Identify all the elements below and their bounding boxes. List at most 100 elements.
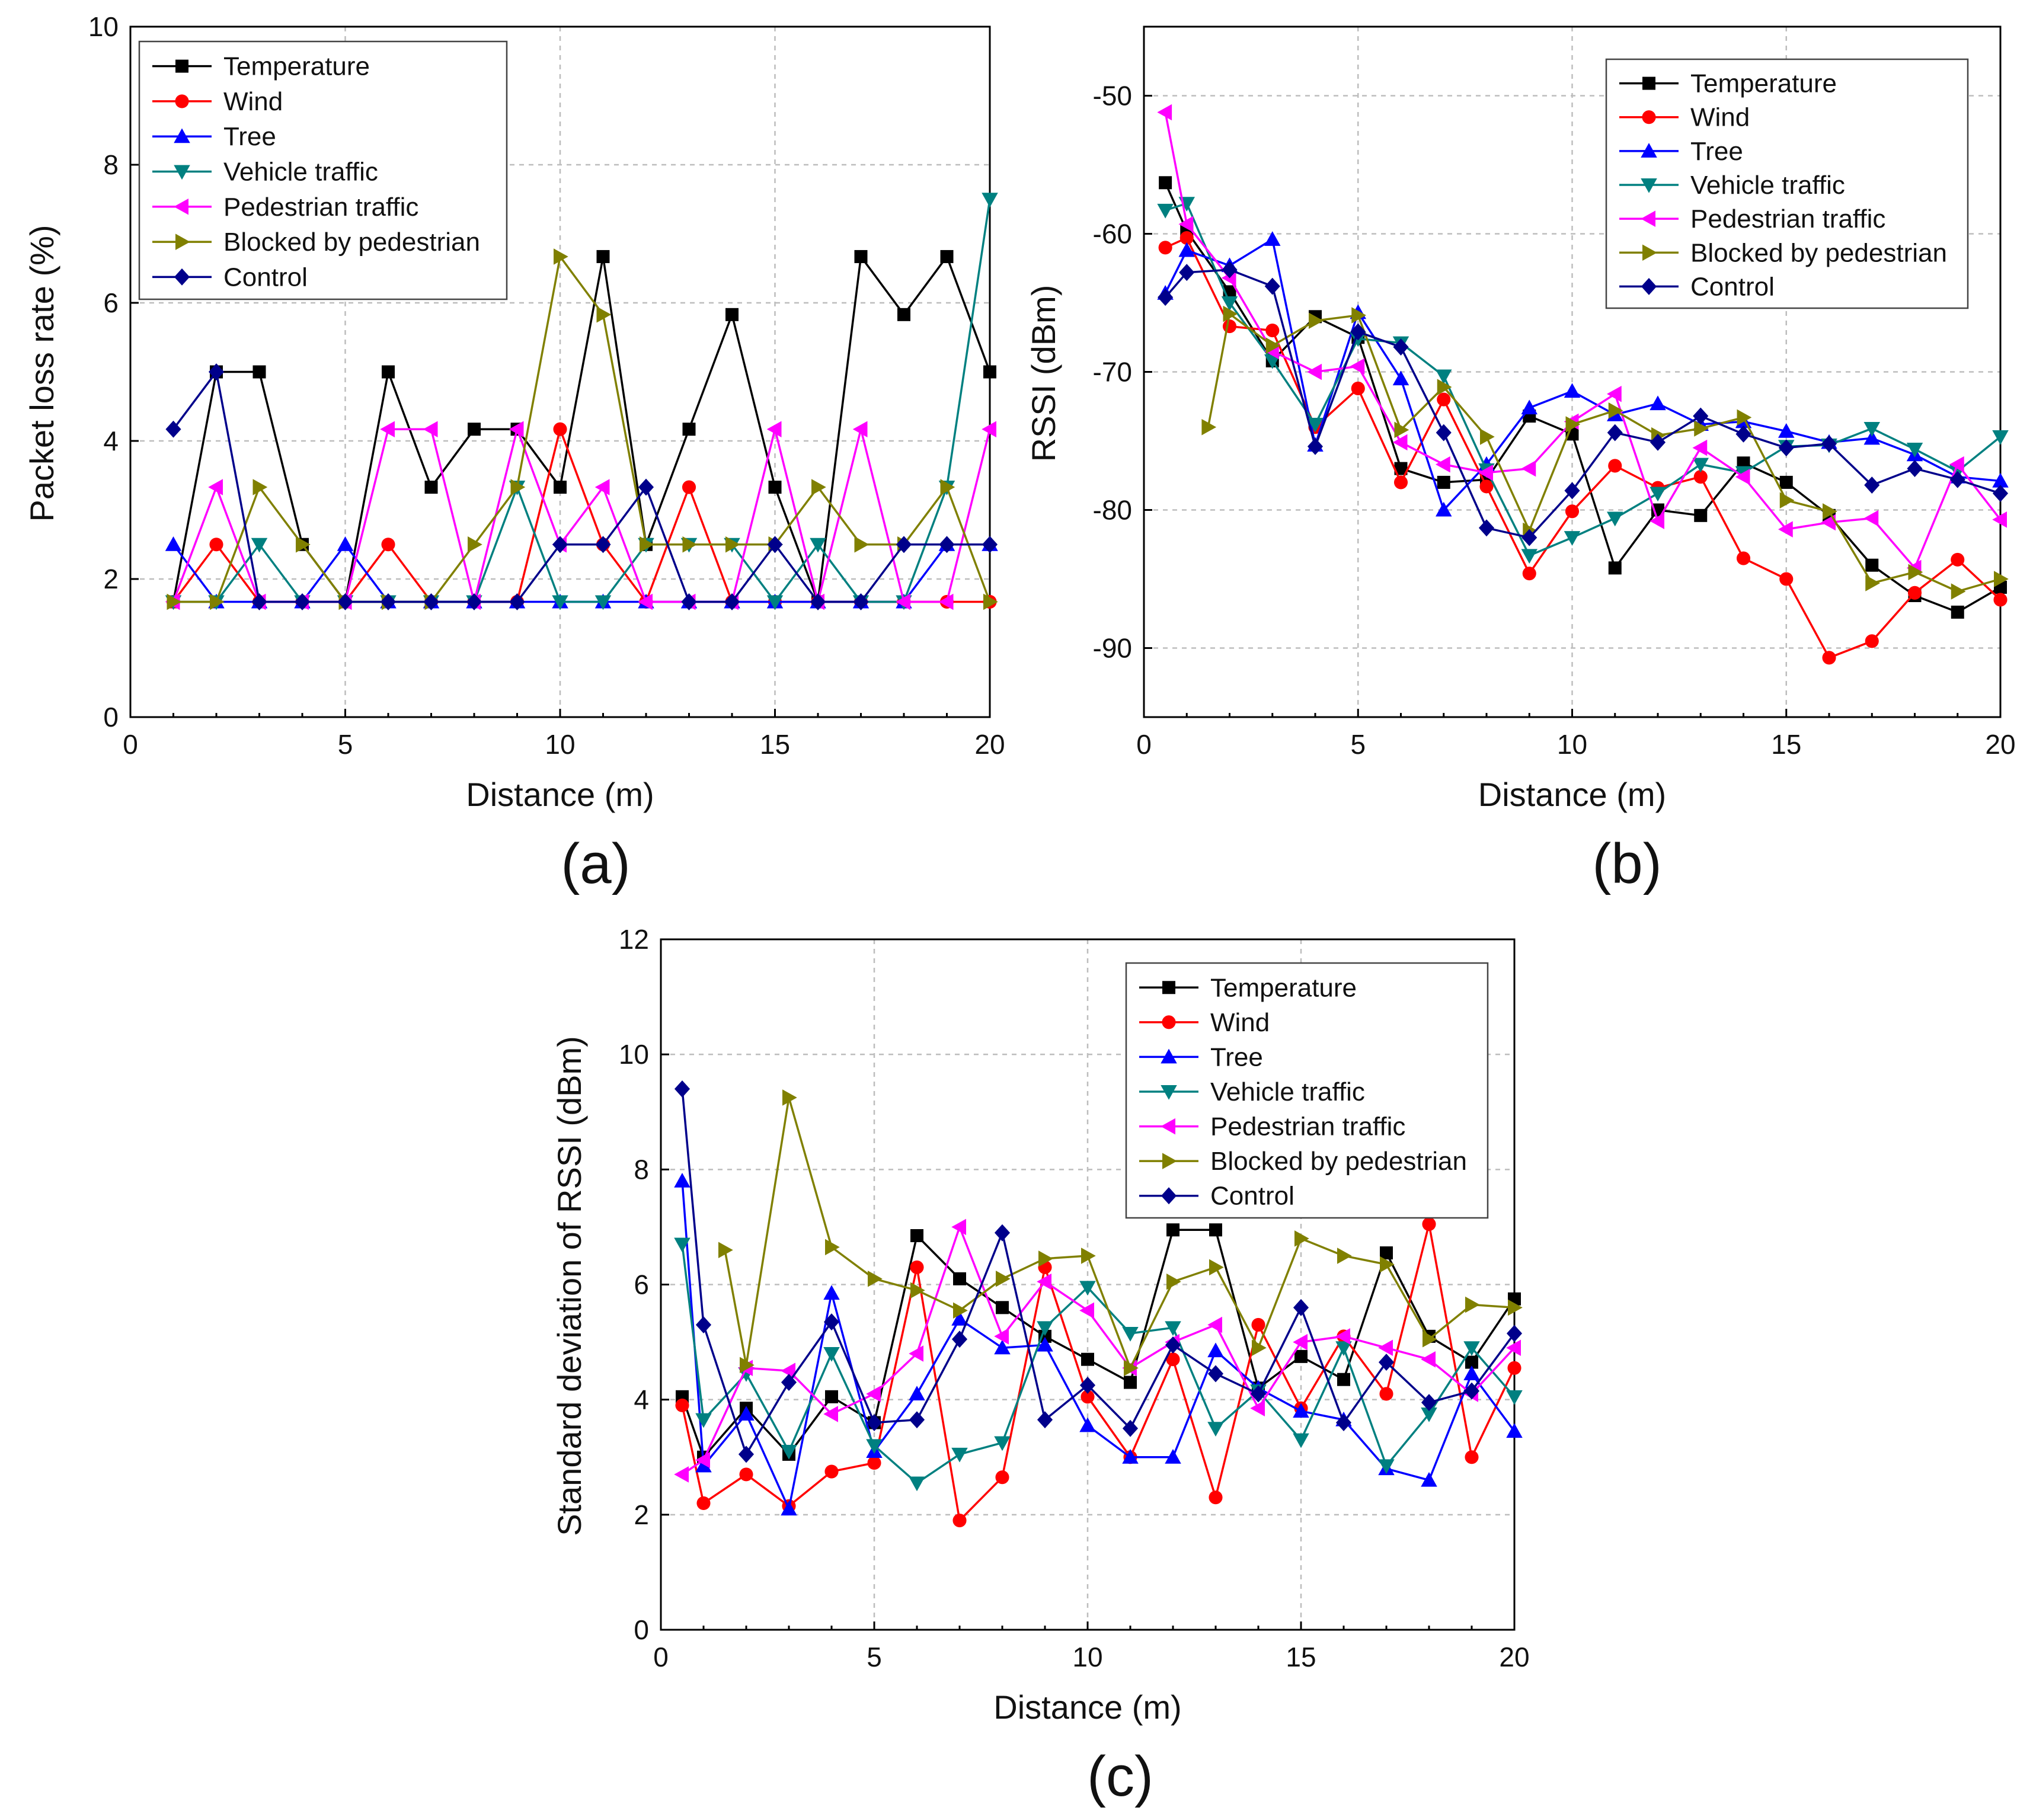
legend-label: Pedestrian traffic [223, 193, 418, 222]
data-point [1864, 476, 1880, 494]
data-point [1079, 1376, 1096, 1394]
y-axis-label: RSSI (dBm) [1025, 285, 1062, 462]
data-point [1436, 501, 1452, 517]
data-point [1293, 1333, 1308, 1351]
data-point [1335, 1341, 1352, 1357]
y-tick-label: 6 [634, 1269, 649, 1300]
data-point [910, 1282, 925, 1298]
data-point [208, 363, 225, 380]
data-point [1293, 1403, 1309, 1418]
data-point [1207, 1422, 1224, 1437]
data-point [1507, 1361, 1521, 1375]
data-point [1421, 1472, 1437, 1487]
legend-marker [174, 268, 190, 286]
data-point [1607, 386, 1622, 402]
series-control [674, 1080, 1523, 1463]
legend-marker [1162, 1015, 1176, 1029]
data-point [468, 536, 482, 553]
data-point [554, 481, 567, 494]
legend-label: Temperature [223, 52, 370, 81]
legend-label: Control [1690, 272, 1775, 301]
data-point [1565, 504, 1580, 519]
y-tick-label: 12 [619, 924, 649, 955]
legend-box [138, 40, 508, 300]
data-point [1079, 1281, 1096, 1296]
x-tick-label: 0 [123, 729, 138, 760]
data-point [825, 1239, 840, 1256]
data-point [810, 593, 826, 610]
data-point [1378, 1459, 1395, 1474]
data-point [674, 1080, 691, 1098]
data-point [509, 421, 524, 437]
data-point [1250, 1400, 1265, 1416]
data-point [1165, 1336, 1181, 1354]
data-point [867, 1456, 881, 1470]
legend-marker [1641, 143, 1657, 158]
y-tick-label: 0 [103, 702, 119, 733]
data-point [1378, 1339, 1393, 1357]
legend-marker [1161, 1187, 1177, 1205]
data-point [1157, 203, 1174, 219]
data-point [983, 593, 998, 610]
data-point [382, 365, 395, 379]
series-temperature [167, 250, 996, 609]
data-point [1380, 1256, 1395, 1273]
data-point [1158, 241, 1172, 255]
y-tick-label: -50 [1093, 81, 1132, 111]
data-point [1037, 1336, 1053, 1352]
x-tick-label: 15 [760, 729, 790, 760]
data-point [982, 421, 996, 437]
legend-marker [1162, 981, 1175, 994]
x-tick-label: 5 [338, 729, 353, 760]
data-point [823, 1347, 840, 1362]
data-point [1392, 370, 1409, 386]
data-point [951, 1218, 966, 1236]
data-point [996, 1271, 1011, 1287]
data-point [1124, 1376, 1137, 1389]
data-point [165, 536, 182, 551]
data-point [510, 479, 526, 495]
data-point [1521, 549, 1537, 564]
data-point [825, 1390, 838, 1403]
data-point [768, 481, 782, 494]
data-point [1421, 1407, 1437, 1422]
data-point [1394, 421, 1409, 439]
legend-marker [174, 128, 190, 143]
data-point [1907, 460, 1923, 478]
data-point [868, 1271, 883, 1287]
data-point [1951, 552, 1965, 567]
legend-label: Temperature [1210, 973, 1357, 1002]
data-point [1865, 575, 1880, 591]
data-point [1650, 395, 1666, 411]
data-point [1479, 479, 1494, 494]
data-point [1337, 1373, 1350, 1386]
data-point [294, 593, 311, 610]
data-point [852, 421, 868, 437]
data-point [695, 1413, 712, 1428]
data-point [1823, 503, 1837, 520]
data-point [1158, 289, 1174, 306]
data-point [1421, 1351, 1436, 1368]
x-tick-label: 10 [545, 729, 575, 760]
data-point [1506, 1339, 1521, 1357]
legend-label: Blocked by pedestrian [1210, 1147, 1467, 1176]
data-point [595, 536, 611, 554]
data-point [1650, 433, 1666, 451]
legend-label: Blocked by pedestrian [1690, 238, 1947, 267]
chart-panel-3: 0 5 10 15 20 0 2 4 6 8 10 12 Distance (m) Standard de… [551, 924, 1530, 1726]
data-point [1264, 277, 1280, 295]
data-point [1079, 1417, 1096, 1432]
legend-marker [1161, 1118, 1175, 1135]
data-point [1309, 312, 1324, 330]
data-point [781, 1362, 795, 1379]
data-point [910, 1260, 924, 1274]
data-point [854, 250, 868, 263]
y-tick-label: 4 [634, 1384, 649, 1415]
data-point [423, 593, 439, 610]
legend-marker [175, 59, 188, 73]
x-tick-label: 5 [867, 1642, 882, 1672]
data-point [1436, 369, 1452, 385]
data-point [811, 479, 826, 495]
series-line [1207, 312, 2001, 593]
